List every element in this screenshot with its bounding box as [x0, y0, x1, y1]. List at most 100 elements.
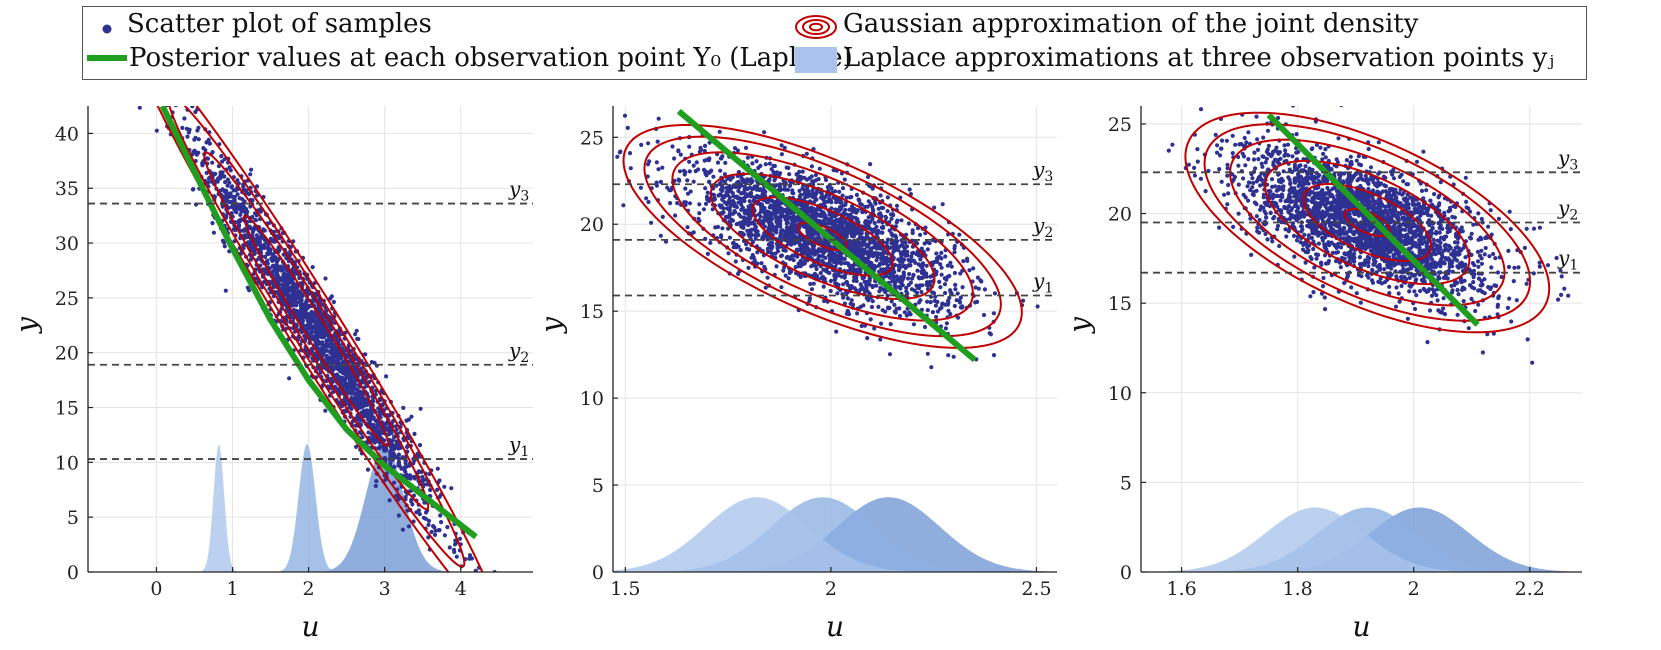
- sample-point: [772, 206, 778, 211]
- sample-point: [362, 371, 367, 376]
- sample-point: [829, 249, 834, 254]
- sample-point: [305, 298, 311, 303]
- sample-point: [284, 298, 289, 303]
- sample-point: [872, 252, 877, 257]
- sample-point: [845, 212, 850, 217]
- sample-point: [320, 326, 325, 331]
- sample-point: [776, 217, 781, 222]
- sample-point: [827, 245, 832, 250]
- sample-point: [779, 152, 785, 157]
- sample-point: [306, 352, 311, 357]
- sample-point: [1353, 200, 1358, 206]
- sample-point: [407, 463, 412, 468]
- sample-point: [1259, 177, 1264, 182]
- sample-point: [846, 214, 851, 219]
- sample-point: [281, 327, 286, 332]
- sample-point: [884, 240, 889, 245]
- sample-point: [894, 292, 900, 297]
- sample-point: [827, 218, 832, 223]
- sample-point: [862, 279, 867, 285]
- sample-point: [241, 246, 246, 251]
- sample-point: [435, 487, 440, 492]
- sample-point: [811, 179, 816, 184]
- sample-point: [313, 294, 318, 299]
- sample-point: [819, 195, 824, 200]
- sample-point: [723, 218, 728, 223]
- sample-point: [257, 225, 262, 230]
- sample-point: [772, 228, 777, 233]
- sample-point: [825, 299, 830, 304]
- sample-point: [819, 214, 824, 219]
- sample-point: [340, 378, 345, 383]
- sample-point: [266, 279, 271, 284]
- sample-point: [874, 197, 879, 202]
- sample-point: [763, 196, 768, 201]
- sample-point: [796, 201, 801, 206]
- sample-point: [759, 222, 764, 227]
- sample-point: [242, 235, 247, 240]
- sample-point: [857, 291, 862, 296]
- sample-point: [910, 251, 915, 256]
- sample-point: [329, 364, 334, 369]
- sample-point: [246, 192, 252, 197]
- sample-point: [245, 242, 250, 247]
- sample-point: [1401, 222, 1406, 227]
- sample-point: [368, 424, 373, 429]
- sample-point: [391, 456, 397, 461]
- sample-point: [247, 216, 252, 221]
- sample-point: [269, 256, 274, 261]
- sample-point: [809, 232, 814, 238]
- sample-point: [878, 280, 883, 285]
- sample-point: [833, 268, 838, 273]
- sample-point: [285, 338, 290, 343]
- sample-point: [282, 261, 287, 267]
- sample-point: [800, 251, 805, 256]
- sample-point: [349, 366, 354, 372]
- sample-point: [398, 420, 403, 425]
- sample-point: [305, 315, 310, 320]
- sample-point: [283, 326, 288, 331]
- sample-point: [768, 194, 773, 200]
- sample-point: [256, 280, 261, 285]
- sample-point: [755, 261, 760, 266]
- sample-point: [244, 210, 249, 215]
- sample-point: [329, 379, 334, 384]
- sample-point: [908, 312, 913, 317]
- sample-point: [797, 169, 802, 174]
- sample-point: [317, 307, 322, 312]
- sample-point: [329, 384, 334, 389]
- sample-point: [901, 276, 906, 282]
- sample-point: [272, 239, 277, 244]
- sample-point: [329, 315, 334, 320]
- sample-point: [825, 191, 830, 196]
- sample-point: [258, 248, 263, 253]
- sample-point: [779, 200, 784, 205]
- sample-point: [347, 378, 352, 383]
- sample-point: [302, 338, 308, 344]
- sample-point: [894, 306, 899, 311]
- sample-point: [330, 341, 335, 346]
- sample-point: [289, 271, 294, 276]
- sample-point: [1254, 114, 1259, 119]
- sample-point: [816, 232, 821, 238]
- sample-point: [769, 235, 774, 240]
- sample-point: [905, 295, 910, 300]
- sample-point: [329, 365, 334, 370]
- sample-point: [343, 392, 348, 397]
- sample-point: [788, 239, 794, 244]
- sample-point: [782, 233, 788, 238]
- sample-point: [918, 253, 923, 258]
- sample-point: [359, 378, 365, 383]
- sample-point: [732, 146, 738, 151]
- sample-point: [242, 187, 247, 192]
- sample-point: [793, 234, 798, 239]
- sample-point: [867, 282, 872, 287]
- sample-point: [858, 235, 863, 240]
- sample-point: [304, 303, 309, 308]
- sample-point: [336, 333, 341, 338]
- sample-point: [798, 213, 804, 218]
- sample-point: [370, 400, 375, 405]
- sample-point: [334, 412, 339, 417]
- sample-point: [150, 88, 154, 92]
- sample-point: [876, 228, 881, 233]
